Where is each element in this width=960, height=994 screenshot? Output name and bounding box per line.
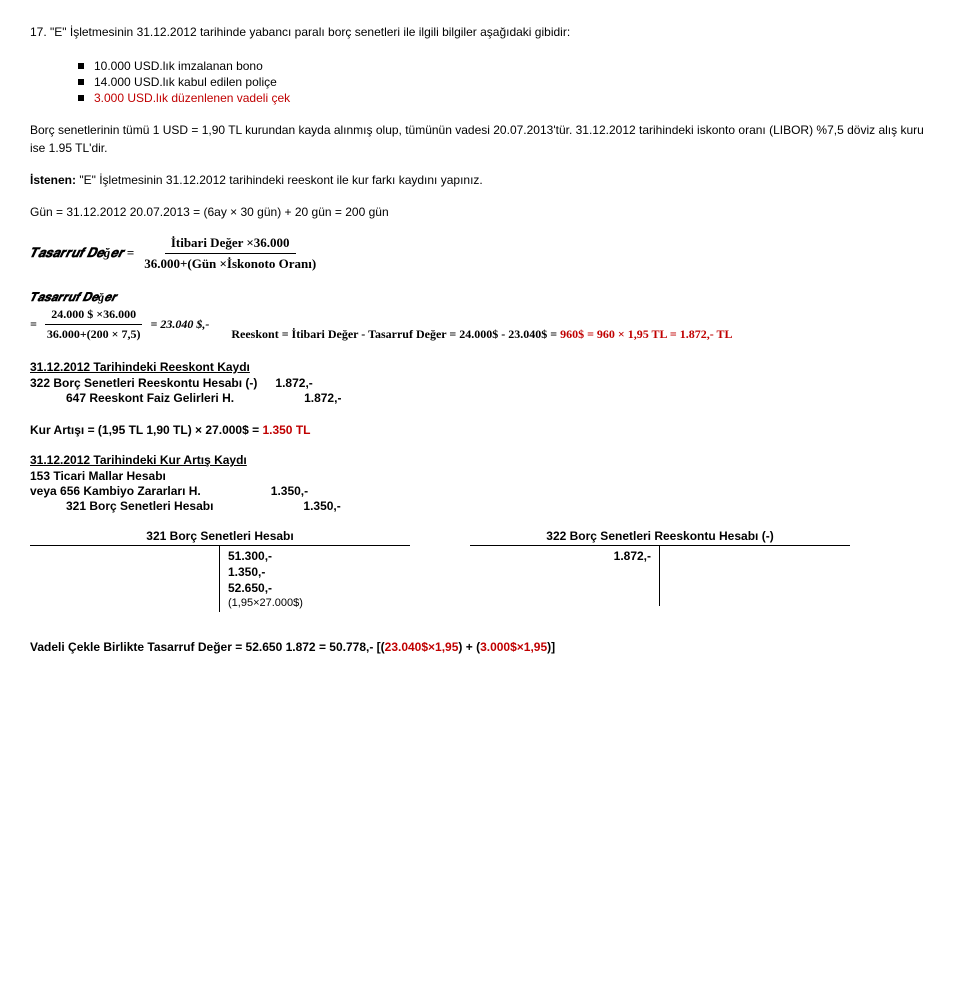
bullet-list: 10.000 USD.lık imzalanan bono 14.000 USD… bbox=[78, 59, 930, 105]
tasarruf-calc: 𝑻𝒂𝒔𝒂𝒓𝒓𝒖𝒇 𝑫𝒆ğ𝒆𝒓 = 24.000 $ ×36.000 36.000… bbox=[30, 290, 209, 342]
kur-result: 1.350 TL bbox=[262, 423, 310, 437]
entry-debit-line: 322 Borç Senetleri Reeskontu Hesabı (-) … bbox=[30, 376, 930, 390]
fraction: İtibari Değer ×36.000 36.000+(Gün ×İskon… bbox=[138, 235, 322, 272]
t-account-value: 52.650,- bbox=[228, 581, 402, 595]
fraction: 24.000 $ ×36.000 36.000+(200 × 7,5) bbox=[41, 307, 147, 342]
footer-red: 3.000$×1,95 bbox=[480, 640, 547, 654]
amount: 1.872,- bbox=[275, 376, 312, 390]
t-account-credit-col: 51.300,- 1.350,- 52.650,- (1,95×27.000$) bbox=[220, 546, 410, 612]
entry-credit-line: 321 Borç Senetleri Hesabı 1.350,- bbox=[30, 499, 930, 513]
t-account-title: 321 Borç Senetleri Hesabı bbox=[30, 529, 410, 546]
bullet-item: 3.000 USD.lık düzenlenen vadeli çek bbox=[78, 91, 930, 105]
t-account-value: 1.350,- bbox=[228, 565, 402, 579]
bullet-text: 3.000 USD.lık düzenlenen vadeli çek bbox=[94, 91, 290, 105]
amount: 1.872,- bbox=[304, 391, 341, 405]
equals-sign: = bbox=[30, 317, 37, 332]
entry-credit-line: 647 Reeskont Faiz Gelirleri H. 1.872,- bbox=[30, 391, 930, 405]
question-intro: 17. "E" İşletmesinin 31.12.2012 tarihind… bbox=[30, 24, 930, 41]
t-account-credit-col bbox=[660, 546, 850, 606]
kur-artis-calc: Kur Artışı = (1,95 TL 1,90 TL) × 27.000$… bbox=[30, 421, 930, 439]
bullet-text: 14.000 USD.lık kabul edilen poliçe bbox=[94, 75, 277, 89]
entry-title: 31.12.2012 Tarihindeki Kur Artış Kaydı bbox=[30, 453, 930, 467]
entry-line: 153 Ticari Mallar Hesabı bbox=[30, 469, 930, 483]
footer-summary: Vadeli Çekle Birlikte Tasarruf Değer = 5… bbox=[30, 640, 930, 654]
square-bullet-icon bbox=[78, 79, 84, 85]
journal-entry-reeskont: 31.12.2012 Tarihindeki Reeskont Kaydı 32… bbox=[30, 360, 930, 405]
reeskont-calc: Reeskont = İtibari Değer - Tasarruf Değe… bbox=[231, 327, 732, 342]
entry-title: 31.12.2012 Tarihindeki Reeskont Kaydı bbox=[30, 360, 930, 374]
paragraph-istenen: İstenen: "E" İşletmesinin 31.12.2012 tar… bbox=[30, 171, 930, 189]
amount: 1.350,- bbox=[271, 484, 308, 498]
t-account-title: 322 Borç Senetleri Reeskontu Hesabı (-) bbox=[470, 529, 850, 546]
footer-text: ) + ( bbox=[458, 640, 480, 654]
footer-text: )] bbox=[547, 640, 555, 654]
formula-lhs: 𝑻𝒂𝒔𝒂𝒓𝒓𝒖𝒇 𝑫𝒆ğ𝒆𝒓 = bbox=[30, 245, 134, 261]
square-bullet-icon bbox=[78, 63, 84, 69]
reeskont-result: 960$ = 960 × 1,95 TL = 1.872,- TL bbox=[560, 327, 732, 341]
square-bullet-icon bbox=[78, 95, 84, 101]
istenen-text: "E" İşletmesinin 31.12.2012 tarihindeki … bbox=[76, 173, 483, 187]
t-account-value: 51.300,- bbox=[228, 549, 402, 563]
paragraph-info: Borç senetlerinin tümü 1 USD = 1,90 TL k… bbox=[30, 121, 930, 157]
t-accounts-row: 321 Borç Senetleri Hesabı 51.300,- 1.350… bbox=[30, 529, 930, 612]
t-account-322: 322 Borç Senetleri Reeskontu Hesabı (-) … bbox=[470, 529, 850, 612]
reeskont-text: Reeskont = İtibari Değer - Tasarruf Değe… bbox=[231, 327, 560, 341]
journal-entry-kur: 31.12.2012 Tarihindeki Kur Artış Kaydı 1… bbox=[30, 453, 930, 513]
t-account-note: (1,95×27.000$) bbox=[228, 597, 402, 609]
fraction-denominator: 36.000+(200 × 7,5) bbox=[41, 325, 147, 342]
fraction-numerator: İtibari Değer ×36.000 bbox=[165, 235, 296, 254]
account-name: 647 Reeskont Faiz Gelirleri H. bbox=[66, 391, 234, 405]
amount: 1.350,- bbox=[303, 499, 340, 513]
bullet-item: 14.000 USD.lık kabul edilen poliçe bbox=[78, 75, 930, 89]
footer-red: 23.040$×1,95 bbox=[385, 640, 459, 654]
account-name: veya 656 Kambiyo Zararları H. bbox=[30, 484, 201, 498]
account-name: 153 Ticari Mallar Hesabı bbox=[30, 469, 166, 483]
account-name: 321 Borç Senetleri Hesabı bbox=[66, 499, 213, 513]
bullet-text: 10.000 USD.lık imzalanan bono bbox=[94, 59, 263, 73]
paragraph-gun: Gün = 31.12.2012 20.07.2013 = (6ay × 30 … bbox=[30, 203, 930, 221]
kur-text: Kur Artışı = (1,95 TL 1,90 TL) × 27.000$… bbox=[30, 423, 262, 437]
t-account-debit-col bbox=[30, 546, 220, 612]
footer-text: Vadeli Çekle Birlikte Tasarruf Değer = 5… bbox=[30, 640, 385, 654]
formula-lhs2: 𝑻𝒂𝒔𝒂𝒓𝒓𝒖𝒇 𝑫𝒆ğ𝒆𝒓 bbox=[30, 290, 209, 305]
t-account-debit-col: 1.872,- bbox=[470, 546, 660, 606]
formula-result: = 23.040 $,- bbox=[151, 317, 210, 332]
t-account-321: 321 Borç Senetleri Hesabı 51.300,- 1.350… bbox=[30, 529, 410, 612]
formula-tasarruf-def: 𝑻𝒂𝒔𝒂𝒓𝒓𝒖𝒇 𝑫𝒆ğ𝒆𝒓 = İtibari Değer ×36.000 3… bbox=[30, 235, 930, 272]
entry-debit-line: veya 656 Kambiyo Zararları H. 1.350,- bbox=[30, 484, 930, 498]
account-name: 322 Borç Senetleri Reeskontu Hesabı (-) bbox=[30, 376, 257, 390]
istenen-label: İstenen: bbox=[30, 173, 76, 187]
formula-computation-row: 𝑻𝒂𝒔𝒂𝒓𝒓𝒖𝒇 𝑫𝒆ğ𝒆𝒓 = 24.000 $ ×36.000 36.000… bbox=[30, 290, 930, 342]
bullet-item: 10.000 USD.lık imzalanan bono bbox=[78, 59, 930, 73]
fraction-denominator: 36.000+(Gün ×İskonoto Oranı) bbox=[138, 254, 322, 272]
fraction-numerator: 24.000 $ ×36.000 bbox=[45, 307, 142, 325]
t-account-value: 1.872,- bbox=[478, 549, 651, 563]
